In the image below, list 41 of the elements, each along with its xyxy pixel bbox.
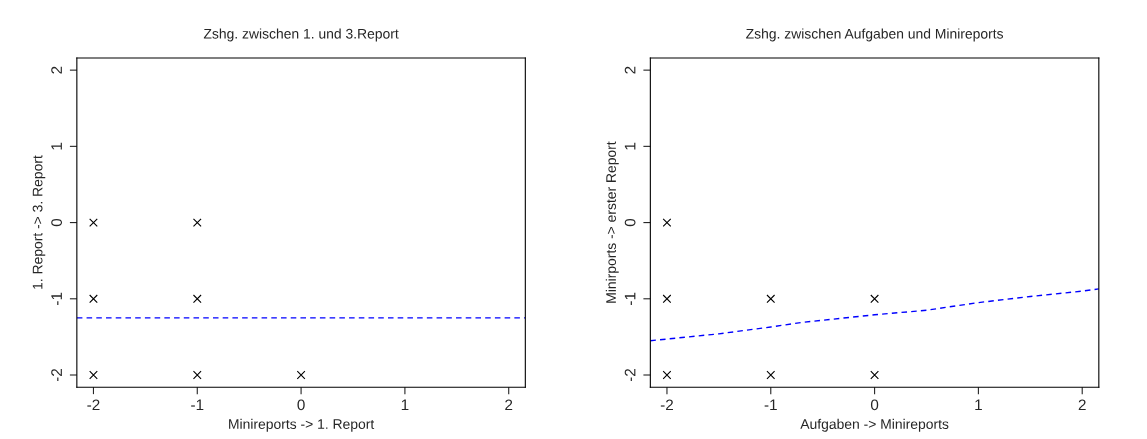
point xyxy=(870,294,879,304)
y-tick-label: -1 xyxy=(624,292,636,305)
y-tick-label: -2 xyxy=(51,368,62,382)
x-tick-label: -1 xyxy=(764,399,777,411)
chart-title: Zshg. zwischen Aufgaben und Minireports xyxy=(746,28,1004,42)
point xyxy=(766,294,776,304)
x-tick-label: -1 xyxy=(191,399,204,411)
y-tick-label: -2 xyxy=(624,368,636,382)
point xyxy=(662,294,672,304)
x-tick-label: -2 xyxy=(87,399,100,411)
x-axis-title: Minireports -> 1. Report xyxy=(229,418,375,432)
point xyxy=(192,218,202,227)
y-tick-label: 1 xyxy=(624,142,636,150)
point xyxy=(296,370,306,380)
point xyxy=(766,370,776,380)
x-tick-label: 1 xyxy=(401,399,409,411)
point xyxy=(662,218,672,227)
y-tick-label: -1 xyxy=(51,292,62,305)
point xyxy=(192,370,202,380)
x-tick-label: 0 xyxy=(297,399,305,411)
point xyxy=(89,370,98,380)
x-tick-label: -2 xyxy=(660,399,673,411)
point xyxy=(89,294,98,304)
point xyxy=(192,294,202,304)
y-axis-title: 1. Report -> 3. Report xyxy=(32,155,46,289)
y-tick-label: 0 xyxy=(51,218,63,227)
y-tick-label: 1 xyxy=(51,142,62,150)
y-tick-label: 2 xyxy=(624,66,636,74)
point xyxy=(89,218,98,227)
point xyxy=(870,370,879,380)
x-tick-label: 2 xyxy=(1078,399,1086,411)
y-tick-label: 0 xyxy=(624,218,636,227)
x-tick-label: 2 xyxy=(505,399,513,411)
point xyxy=(662,370,672,380)
y-axis-title: Minirports -> erster Report xyxy=(605,141,619,303)
x-tick-label: 1 xyxy=(975,399,982,411)
line-series xyxy=(650,288,1099,342)
x-tick-label: 0 xyxy=(870,399,879,411)
y-tick-label: 2 xyxy=(51,66,62,74)
chart-title: Zshg. zwischen 1. und 3.Report xyxy=(203,28,399,42)
x-axis-title: Aufgaben -> Minireports xyxy=(800,418,949,432)
